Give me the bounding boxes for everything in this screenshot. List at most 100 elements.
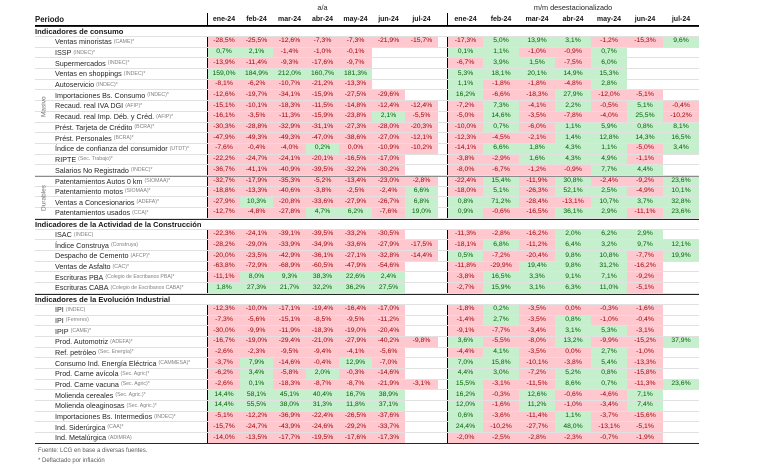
value-cell: -3,1% — [405, 379, 438, 390]
value-cell: 2,0% — [306, 368, 339, 379]
value-cell: 12,9% — [339, 358, 372, 368]
value-cell: -0,6% — [483, 208, 519, 218]
value-cell: -30,0% — [207, 326, 240, 336]
value-cell: 15,5% — [447, 379, 483, 390]
value-cell: -7,7% — [627, 251, 663, 261]
value-cell: -0,4% — [240, 143, 273, 154]
value-cell: 16,5% — [663, 133, 699, 143]
value-cell: -12,0% — [591, 90, 627, 101]
value-cell: -4,1% — [519, 101, 555, 111]
column-header-row: Periodo ene-24 feb-24 mar-24 abr-24 may-24 jun… — [35, 13, 699, 26]
group-label-column — [35, 422, 55, 432]
value-cell: -12,6% — [207, 90, 240, 101]
value-cell: -24,7% — [240, 154, 273, 165]
table-gap — [438, 133, 447, 143]
row-source: (CAA)* — [107, 424, 124, 431]
value-cell: 3,6% — [447, 336, 483, 347]
value-cell: 11,2% — [519, 401, 555, 411]
group-header-mm: m/m desestacionalizado — [533, 3, 613, 12]
value-cell: -20,0% — [207, 251, 240, 261]
spacer — [438, 2, 447, 13]
value-cell: 1,1% — [555, 411, 591, 422]
value-cell: -0,3% — [483, 390, 519, 400]
value-cell: 12,1% — [663, 240, 699, 251]
value-cell: 8,6% — [555, 379, 591, 390]
value-cell: 9,6% — [663, 37, 699, 47]
table-row: IPI (INDEC) -12,3% -10,0% -17,1% -19,4% -16,4%… — [35, 304, 699, 316]
value-cell: 3,7% — [627, 197, 663, 207]
row-label: Importaciones Bs. Intermedios — [55, 412, 153, 422]
value-cell: 1,1% — [591, 143, 627, 154]
value-cell: 8,1% — [663, 122, 699, 133]
value-cell: 1,1% — [555, 122, 591, 133]
value-cell: -13,3% — [240, 186, 273, 197]
value-cell: 0,7% — [207, 47, 240, 58]
value-cell: -23,5% — [240, 251, 273, 261]
row-source: (Sec. Trabajo)* — [78, 156, 113, 163]
value-cell: 31,3% — [306, 401, 339, 411]
value-cell: 4,1% — [483, 347, 519, 358]
table-gap — [438, 123, 447, 133]
value-cell: -9,4% — [306, 347, 339, 358]
value-cell: 3,4% — [663, 143, 699, 154]
value-cell — [405, 326, 438, 336]
value-cell: 38,9% — [372, 390, 405, 400]
row-label: Patentamientos Autos 0 km — [55, 176, 143, 186]
value-cell: -11,3% — [627, 379, 663, 390]
row-label-cell: Ventas a Concesionarios (ADEFA)* — [55, 197, 207, 207]
row-source: (UTDT)* — [169, 145, 189, 152]
row-source: (CAC)* — [112, 263, 129, 270]
table-row: Escrituras PBA (Colegio de Escribanos PBA… — [35, 272, 699, 284]
value-cell: -13,5% — [240, 433, 273, 443]
value-cell: -5,1% — [627, 422, 663, 433]
value-cell: 2,1% — [240, 47, 273, 58]
table-gap — [438, 230, 447, 240]
value-cell: 1,8% — [207, 283, 240, 293]
value-cell: 27,9% — [555, 90, 591, 101]
value-cell: 0,0% — [555, 347, 591, 358]
value-cell: -29,0% — [240, 240, 273, 251]
value-cell: 7,9% — [240, 358, 273, 368]
row-label-cell: ISSP (INDEC)* — [55, 48, 207, 58]
row-label-cell: Ind. Siderúrgica (CAA)* — [55, 422, 207, 432]
value-cell — [663, 230, 699, 240]
value-cell: -10,2% — [483, 422, 519, 433]
row-label: Ventas en shoppings — [55, 69, 122, 79]
value-cell: -5,0% — [627, 143, 663, 154]
group-header-aa: a/a — [317, 3, 328, 12]
value-cell — [405, 230, 438, 240]
section-title: Indicadores de la Actividad de la Constr… — [35, 219, 202, 229]
row-label-cell: Molienda cereales (Sec. Agric.)* — [55, 390, 207, 400]
value-cell: -2,7% — [447, 283, 483, 293]
value-cell: -36,1% — [306, 251, 339, 261]
value-cell — [663, 305, 699, 315]
value-cell: -35,3% — [273, 176, 306, 186]
row-label: Molienda cereales — [55, 390, 114, 400]
value-cell: -6,6% — [483, 90, 519, 101]
period-header: Periodo — [35, 14, 65, 24]
value-cell: -21,2% — [306, 79, 339, 90]
value-cell: -27,0% — [372, 133, 405, 143]
value-cell: -10,2% — [405, 143, 438, 154]
value-cell: -43,9% — [273, 422, 306, 433]
table-gap — [438, 69, 447, 79]
row-label: Consumo Ind. Energía Eléctrica — [55, 358, 157, 368]
value-cell: 55,5% — [240, 401, 273, 411]
value-cell: -18,8% — [207, 186, 240, 197]
value-cell: -5,1% — [207, 411, 240, 422]
value-cell: -29,4% — [273, 336, 306, 347]
value-cell: 4,7% — [306, 208, 339, 218]
value-cell: -7,3% — [306, 37, 339, 47]
value-cell: -15,3% — [627, 37, 663, 47]
row-label: Ventas minoristas — [55, 37, 112, 47]
value-cell: -17,5% — [405, 240, 438, 251]
value-cell: 184,9% — [240, 69, 273, 79]
value-cell: -16,2% — [627, 261, 663, 272]
row-label-cell: Prést. Tarjeta de Crédito (BCRA)* — [55, 123, 207, 133]
value-cell: -6,7% — [447, 58, 483, 69]
table-row: Índice Construya (Construya) -28,2% -29,0% -… — [35, 240, 699, 252]
value-cell: 11,8% — [339, 401, 372, 411]
row-label-cell: Prod. Carne vacuna (Sec. Agric)* — [55, 380, 207, 390]
value-cell: 4,3% — [555, 154, 591, 165]
value-cell: -14,1% — [447, 143, 483, 154]
